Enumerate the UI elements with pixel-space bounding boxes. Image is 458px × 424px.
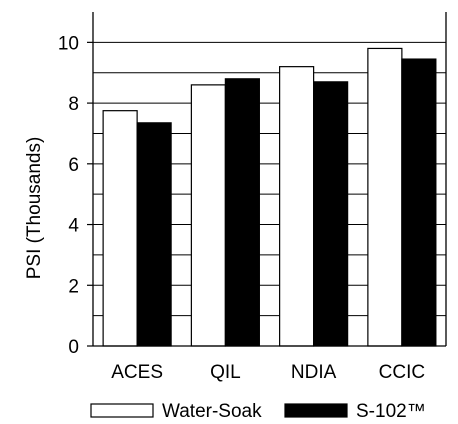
legend-swatch — [90, 403, 154, 418]
y-tick-label: 2 — [68, 276, 79, 297]
bar-ndia-water-soak — [279, 66, 315, 347]
y-tick-label: 4 — [68, 216, 79, 237]
bar-qil-water-soak — [190, 84, 226, 347]
legend-label: S-102™ — [356, 401, 426, 422]
axes — [87, 12, 447, 347]
bar-ccic-water-soak — [367, 47, 403, 347]
y-tick-label: 6 — [68, 155, 79, 176]
legend: Water-Soak S-102™ — [90, 401, 426, 422]
x-tick-label: NDIA — [291, 362, 337, 383]
x-tick-labels: ACES QIL NDIA CCIC — [111, 362, 425, 383]
x-tick-label: ACES — [111, 362, 163, 383]
legend-label: Water-Soak — [162, 401, 262, 422]
y-tick-label: 10 — [58, 33, 79, 54]
legend-swatch — [284, 403, 348, 418]
y-tick-label: 0 — [68, 337, 79, 358]
bar-aces-s102 — [136, 122, 172, 347]
bar-ndia-s102 — [313, 81, 349, 347]
x-tick-label: QIL — [210, 362, 241, 383]
bar-qil-s102 — [224, 78, 260, 347]
bar-ccic-s102 — [401, 58, 437, 347]
bar-series-group — [102, 47, 437, 347]
x-tick-label: CCIC — [379, 362, 425, 383]
y-tick-labels: 0 2 4 6 8 10 — [58, 33, 80, 358]
y-axis-label: PSI (Thousands) — [24, 137, 45, 280]
bar-aces-water-soak — [102, 110, 138, 347]
y-tick-label: 8 — [68, 94, 79, 115]
